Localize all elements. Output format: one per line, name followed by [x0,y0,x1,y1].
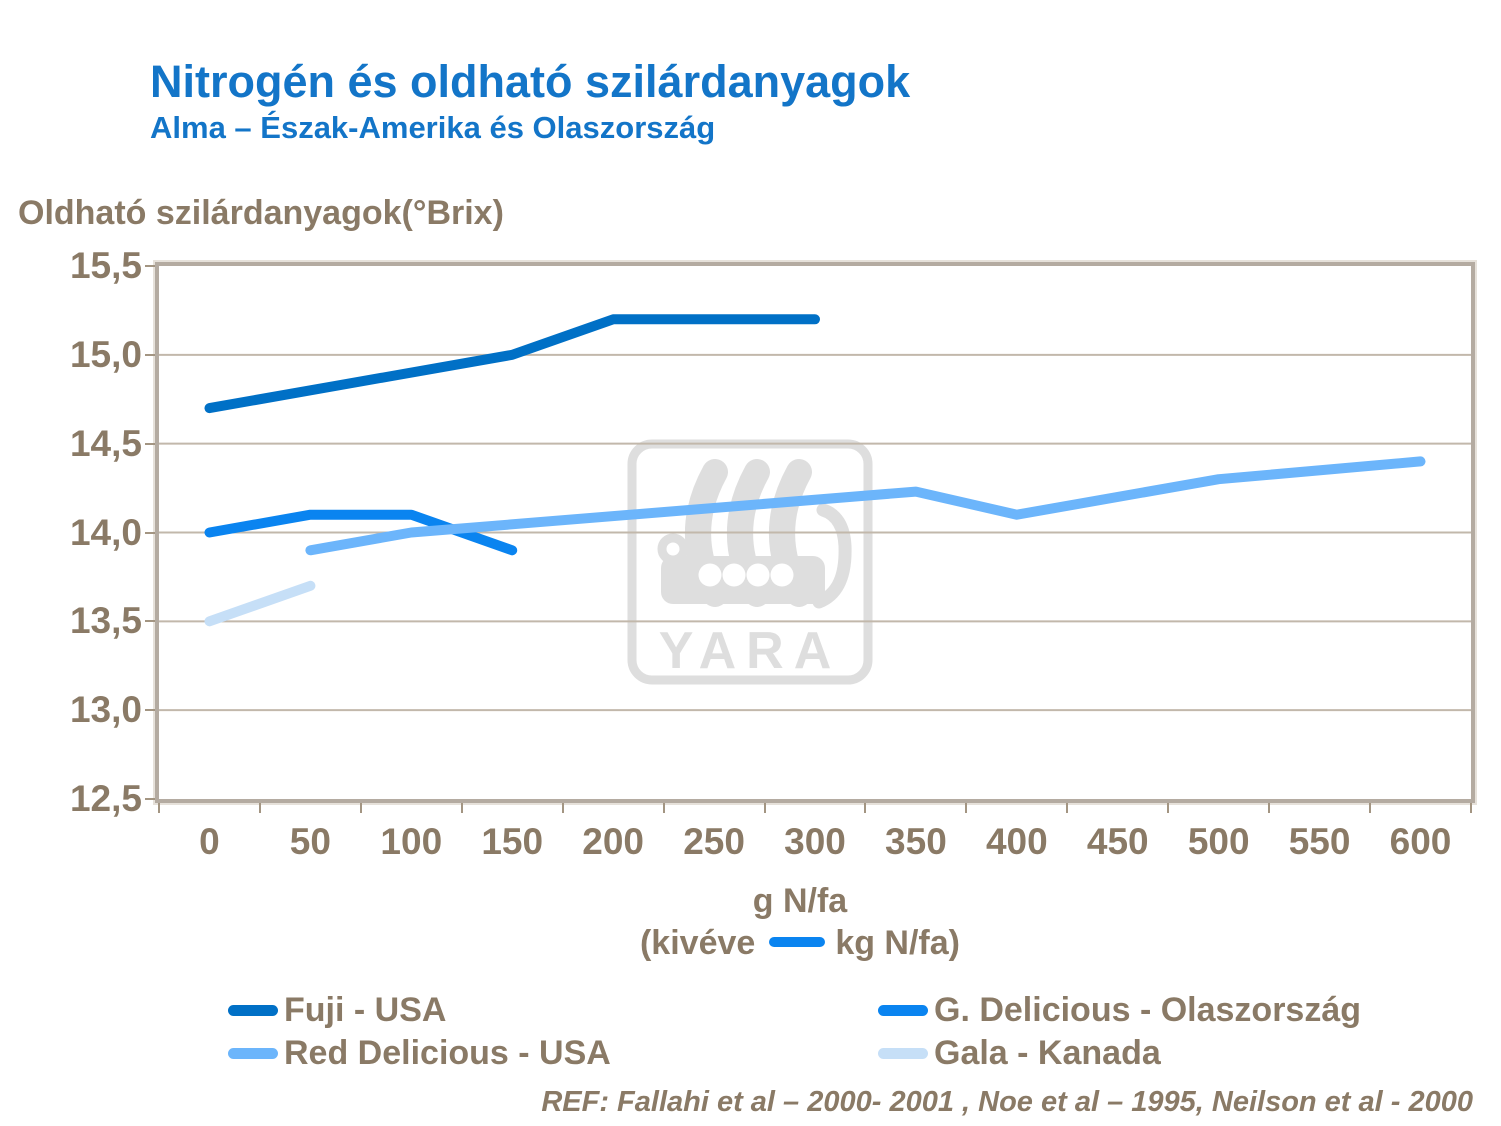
x-tick-label: 50 [289,821,331,862]
legend-line-swatch [228,1047,278,1059]
x-tick-mark [359,803,362,813]
x-tick-label: 600 [1389,821,1452,862]
legend-item-gala-kanada: Gala - Kanada [878,1032,1161,1074]
legend: Fuji - USA Red Delicious - USA G. Deliciou… [0,989,1501,1079]
plot-area: YARA [153,260,1477,805]
x-tick-mark [561,803,564,813]
y-tick-mark [145,709,155,712]
yara-watermark: YARA [627,439,873,685]
x-tick-mark [1268,803,1271,813]
x-tick-label: 150 [481,821,544,862]
x-tick-label: 300 [784,821,846,862]
legend-label: Gala - Kanada [934,1033,1161,1072]
legend-label: Red Delicious - USA [284,1033,611,1072]
x-tick-mark [258,803,261,813]
series-line-fuji-usa [204,314,820,414]
ship-shield-icon [770,563,794,587]
x-axis-note-suffix: kg N/fa) [835,924,960,962]
x-tick-mark [864,803,867,813]
legend-label: Fuji - USA [284,990,447,1029]
chart-canvas: YARA [159,314,1471,712]
kg-line-swatch [769,937,826,948]
x-tick-mark [158,803,160,813]
x-tick-mark [763,803,766,813]
x-axis-unit: g N/fa [752,882,848,920]
y-tick-label: 14,5 [69,422,142,464]
ship-shield-icon [722,563,746,587]
y-axis-title: Oldható szilárdanyagok(°Brix) [18,194,504,232]
x-tick-label: 100 [380,821,443,862]
series-line-gala-kanada [204,580,316,627]
x-tick-mark [1369,803,1372,813]
page-subtitle: Alma – Észak-Amerika és Olaszország [150,110,716,145]
legend-label: G. Delicious - Olaszország [934,990,1362,1029]
x-axis-unit-note: (kivéve kg N/fa) [95,922,1501,964]
x-tick-mark [1470,803,1472,813]
y-tick-mark [145,265,155,267]
x-axis-note-prefix: (kivéve [639,924,756,962]
x-tick-label: 400 [985,821,1048,862]
legend-item-red-delicious-usa: Red Delicious - USA [228,1032,611,1074]
x-tick-label: 250 [683,821,745,862]
ship-stern-curl-icon [657,533,689,565]
x-tick-label: 0 [199,821,220,862]
x-tick-label: 450 [1086,821,1149,862]
x-tick-mark [965,803,968,813]
y-tick-mark [145,353,155,356]
watermark-text: YARA [659,622,842,680]
y-tick-mark [145,620,155,623]
x-tick-mark [460,803,463,813]
x-axis-title: g N/fa (kivéve kg N/fa) [95,880,1501,964]
y-tick-label: 13,0 [69,689,142,731]
y-tick-label: 14,0 [69,511,142,553]
legend-line-swatch [878,1004,928,1016]
y-tick-mark [145,442,155,445]
y-tick-mark [145,531,155,534]
ship-shield-icon [746,563,770,587]
y-tick-label: 13,5 [69,600,142,642]
ship-prow-icon [812,503,852,609]
x-tick-mark [1167,803,1170,813]
series-line-red-delicious-usa [305,456,1426,556]
x-tick-label: 200 [582,821,644,862]
x-tick-label: 350 [885,821,947,862]
y-tick-label: 15,5 [69,245,142,286]
page-title: Nitrogén és oldható szilárdanyagok [150,56,911,107]
y-tick-label: 15,0 [69,333,142,375]
x-tick-mark [1066,803,1069,813]
legend-line-swatch [228,1004,278,1016]
x-tick-label: 550 [1288,821,1351,862]
y-tick-label: 12,5 [69,778,142,819]
legend-item-g-delicious-olaszorsz-g: G. Delicious - Olaszország [878,989,1361,1031]
legend-item-fuji-usa: Fuji - USA [228,989,446,1031]
legend-line-swatch [878,1047,928,1059]
reference-text: REF: Fallahi et al – 2000- 2001 , Noe et… [541,1086,1473,1118]
y-tick-mark [145,798,155,800]
x-tick-mark [662,803,665,813]
x-tick-label: 500 [1187,821,1250,862]
ship-shield-icon [698,563,722,587]
